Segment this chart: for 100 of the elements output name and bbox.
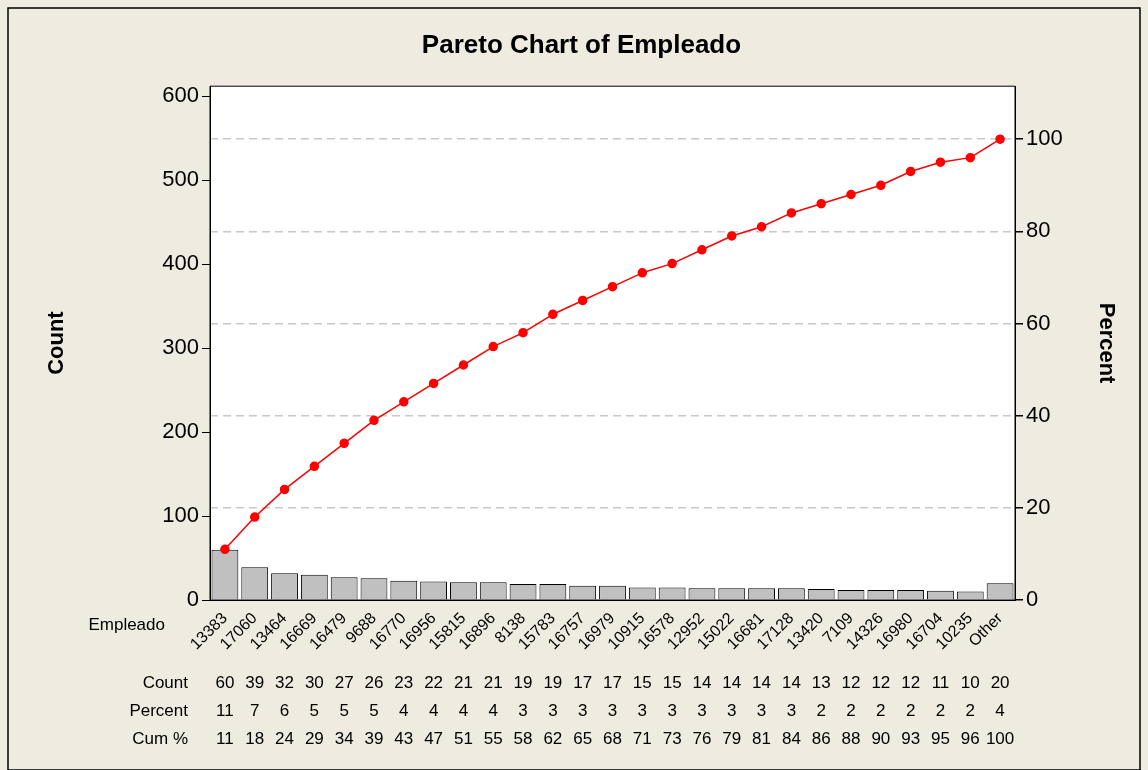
text: 2 (816, 700, 826, 720)
point (786, 208, 797, 218)
text: 11 (216, 700, 234, 720)
point (369, 415, 379, 426)
text: 4 (995, 700, 1005, 720)
text: 2 (965, 700, 976, 720)
data-label: 32 (275, 672, 294, 692)
data-label: 22 (424, 672, 444, 692)
y-tick-label: 0 (186, 586, 199, 612)
data-label: 55 (483, 728, 503, 748)
data-label: 14 (752, 672, 772, 692)
data-label: 96 (960, 728, 980, 748)
text: 5 (309, 700, 320, 720)
data-label: 51 (453, 728, 473, 748)
y2-tick-label: 20 (1026, 493, 1051, 519)
y2-tick-label: 40 (1026, 401, 1051, 427)
text: 3 (786, 700, 797, 720)
point (667, 258, 677, 269)
data-label: 15 (662, 672, 682, 692)
data-label: 14 (781, 672, 801, 692)
data-label: 60 (215, 672, 235, 692)
data-label: 65 (573, 728, 593, 748)
data-label: 90 (871, 728, 891, 748)
data-label: 12 (841, 672, 861, 692)
y-tick-label: 300 (162, 334, 199, 360)
point (339, 438, 349, 449)
point (846, 189, 856, 200)
text: 3 (607, 700, 618, 720)
text: 2 (905, 700, 916, 720)
data-label: 34 (334, 728, 354, 748)
y-tick-label: 500 (162, 166, 199, 192)
data-label: 13 (811, 672, 831, 692)
point (816, 198, 826, 209)
point (309, 461, 320, 472)
point (279, 484, 290, 495)
y2-tick-label: 100 (1026, 125, 1063, 151)
data-label: 71 (632, 728, 652, 748)
point (727, 231, 737, 241)
data-label: 39 (364, 728, 384, 748)
data-label: 14 (722, 672, 742, 692)
point (220, 544, 230, 555)
data-label: 43 (394, 728, 414, 748)
text: 2 (935, 700, 946, 720)
chart-title: Pareto Chart of Empleado (421, 28, 742, 59)
text: 3 (637, 700, 648, 720)
y-axis-title: Count (43, 310, 69, 375)
data-label: 79 (722, 728, 742, 748)
data-label: 73 (662, 728, 682, 748)
text: 3 (518, 700, 528, 720)
y2-axis-title: Percent (1094, 302, 1120, 385)
data-label: 81 (752, 728, 772, 748)
text: Count (142, 672, 189, 692)
point (905, 166, 916, 177)
data-label: 17 (603, 672, 622, 692)
data-label: 23 (394, 672, 414, 692)
data-label: 12 (871, 672, 891, 692)
text: 3 (577, 700, 588, 720)
text: Percent (129, 700, 189, 720)
text: 5 (369, 700, 379, 720)
data-label: 29 (304, 728, 324, 748)
text: 6 (279, 700, 290, 720)
point (249, 512, 260, 522)
y-tick-label: 400 (162, 250, 199, 276)
y2-tick-label: 0 (1026, 586, 1039, 612)
data-label: 86 (811, 728, 831, 748)
data-label: 10 (960, 672, 980, 692)
point (577, 295, 588, 306)
text: 5 (339, 700, 349, 720)
text: 4 (428, 700, 439, 720)
data-label: 11 (216, 728, 234, 748)
data-label: 14 (692, 672, 712, 692)
point (607, 281, 618, 292)
point (428, 378, 439, 389)
data-label: 76 (692, 728, 712, 748)
text: 3 (548, 700, 558, 720)
data-label: 11 (931, 672, 950, 692)
y-tick-label: 200 (162, 418, 199, 444)
data-label: 15 (632, 672, 652, 692)
point (935, 157, 946, 167)
y2-tick-label: 80 (1026, 217, 1051, 243)
data-label: 68 (603, 728, 622, 748)
text: 2 (876, 700, 886, 720)
data-label: 21 (483, 672, 503, 692)
text: 2 (846, 700, 856, 720)
y-tick-label: 600 (162, 82, 199, 108)
point (458, 360, 469, 370)
data-label: 27 (334, 672, 354, 692)
data-label: 17 (573, 672, 593, 692)
data-label: 58 (513, 728, 533, 748)
data-label: 20 (990, 672, 1010, 692)
data-label: 18 (245, 728, 265, 748)
y2-tick-label: 60 (1026, 309, 1051, 335)
point (548, 309, 558, 320)
text: 3 (756, 700, 767, 720)
text: 4 (458, 700, 469, 720)
data-label: 21 (453, 672, 473, 692)
data-label: 88 (841, 728, 861, 748)
data-label: 19 (513, 672, 533, 692)
data-label: 19 (543, 672, 563, 692)
text: 4 (488, 700, 498, 720)
